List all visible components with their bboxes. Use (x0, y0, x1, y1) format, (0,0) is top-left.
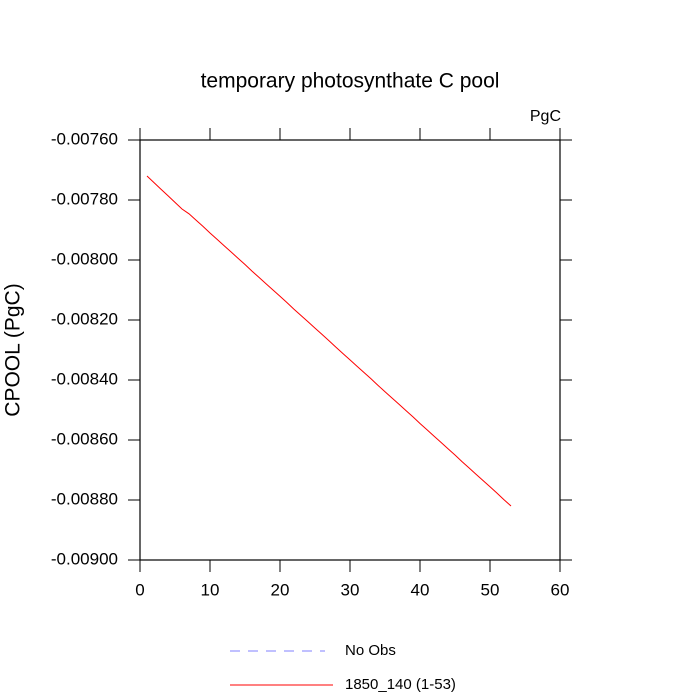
legend-label: No Obs (345, 642, 396, 659)
x-tick-label: 10 (201, 580, 220, 599)
y-tick-label: -0.00820 (51, 309, 118, 328)
y-tick-label: -0.00800 (51, 249, 118, 268)
y-tick-label: -0.00880 (51, 489, 118, 508)
x-tick-label: 30 (341, 580, 360, 599)
x-tick-label: 50 (481, 580, 500, 599)
chart-title: temporary photosynthate C pool (201, 70, 500, 93)
x-tick-label: 20 (271, 580, 290, 599)
y-tick-label: -0.00760 (51, 129, 118, 148)
x-tick-label: 40 (411, 580, 430, 599)
y-tick-label: -0.00780 (51, 189, 118, 208)
unit-label: PgC (530, 108, 561, 125)
x-tick-label: 60 (551, 580, 570, 599)
legend-label: 1850_140 (1-53) (345, 676, 456, 693)
x-tick-label: 0 (135, 580, 144, 599)
y-tick-label: -0.00840 (51, 369, 118, 388)
series-line (146, 175, 512, 507)
y-tick-label: -0.00900 (51, 549, 118, 568)
plot-frame (139, 139, 561, 561)
y-axis-label: CPOOL (PgC) (2, 283, 25, 416)
y-tick-label: -0.00860 (51, 429, 118, 448)
